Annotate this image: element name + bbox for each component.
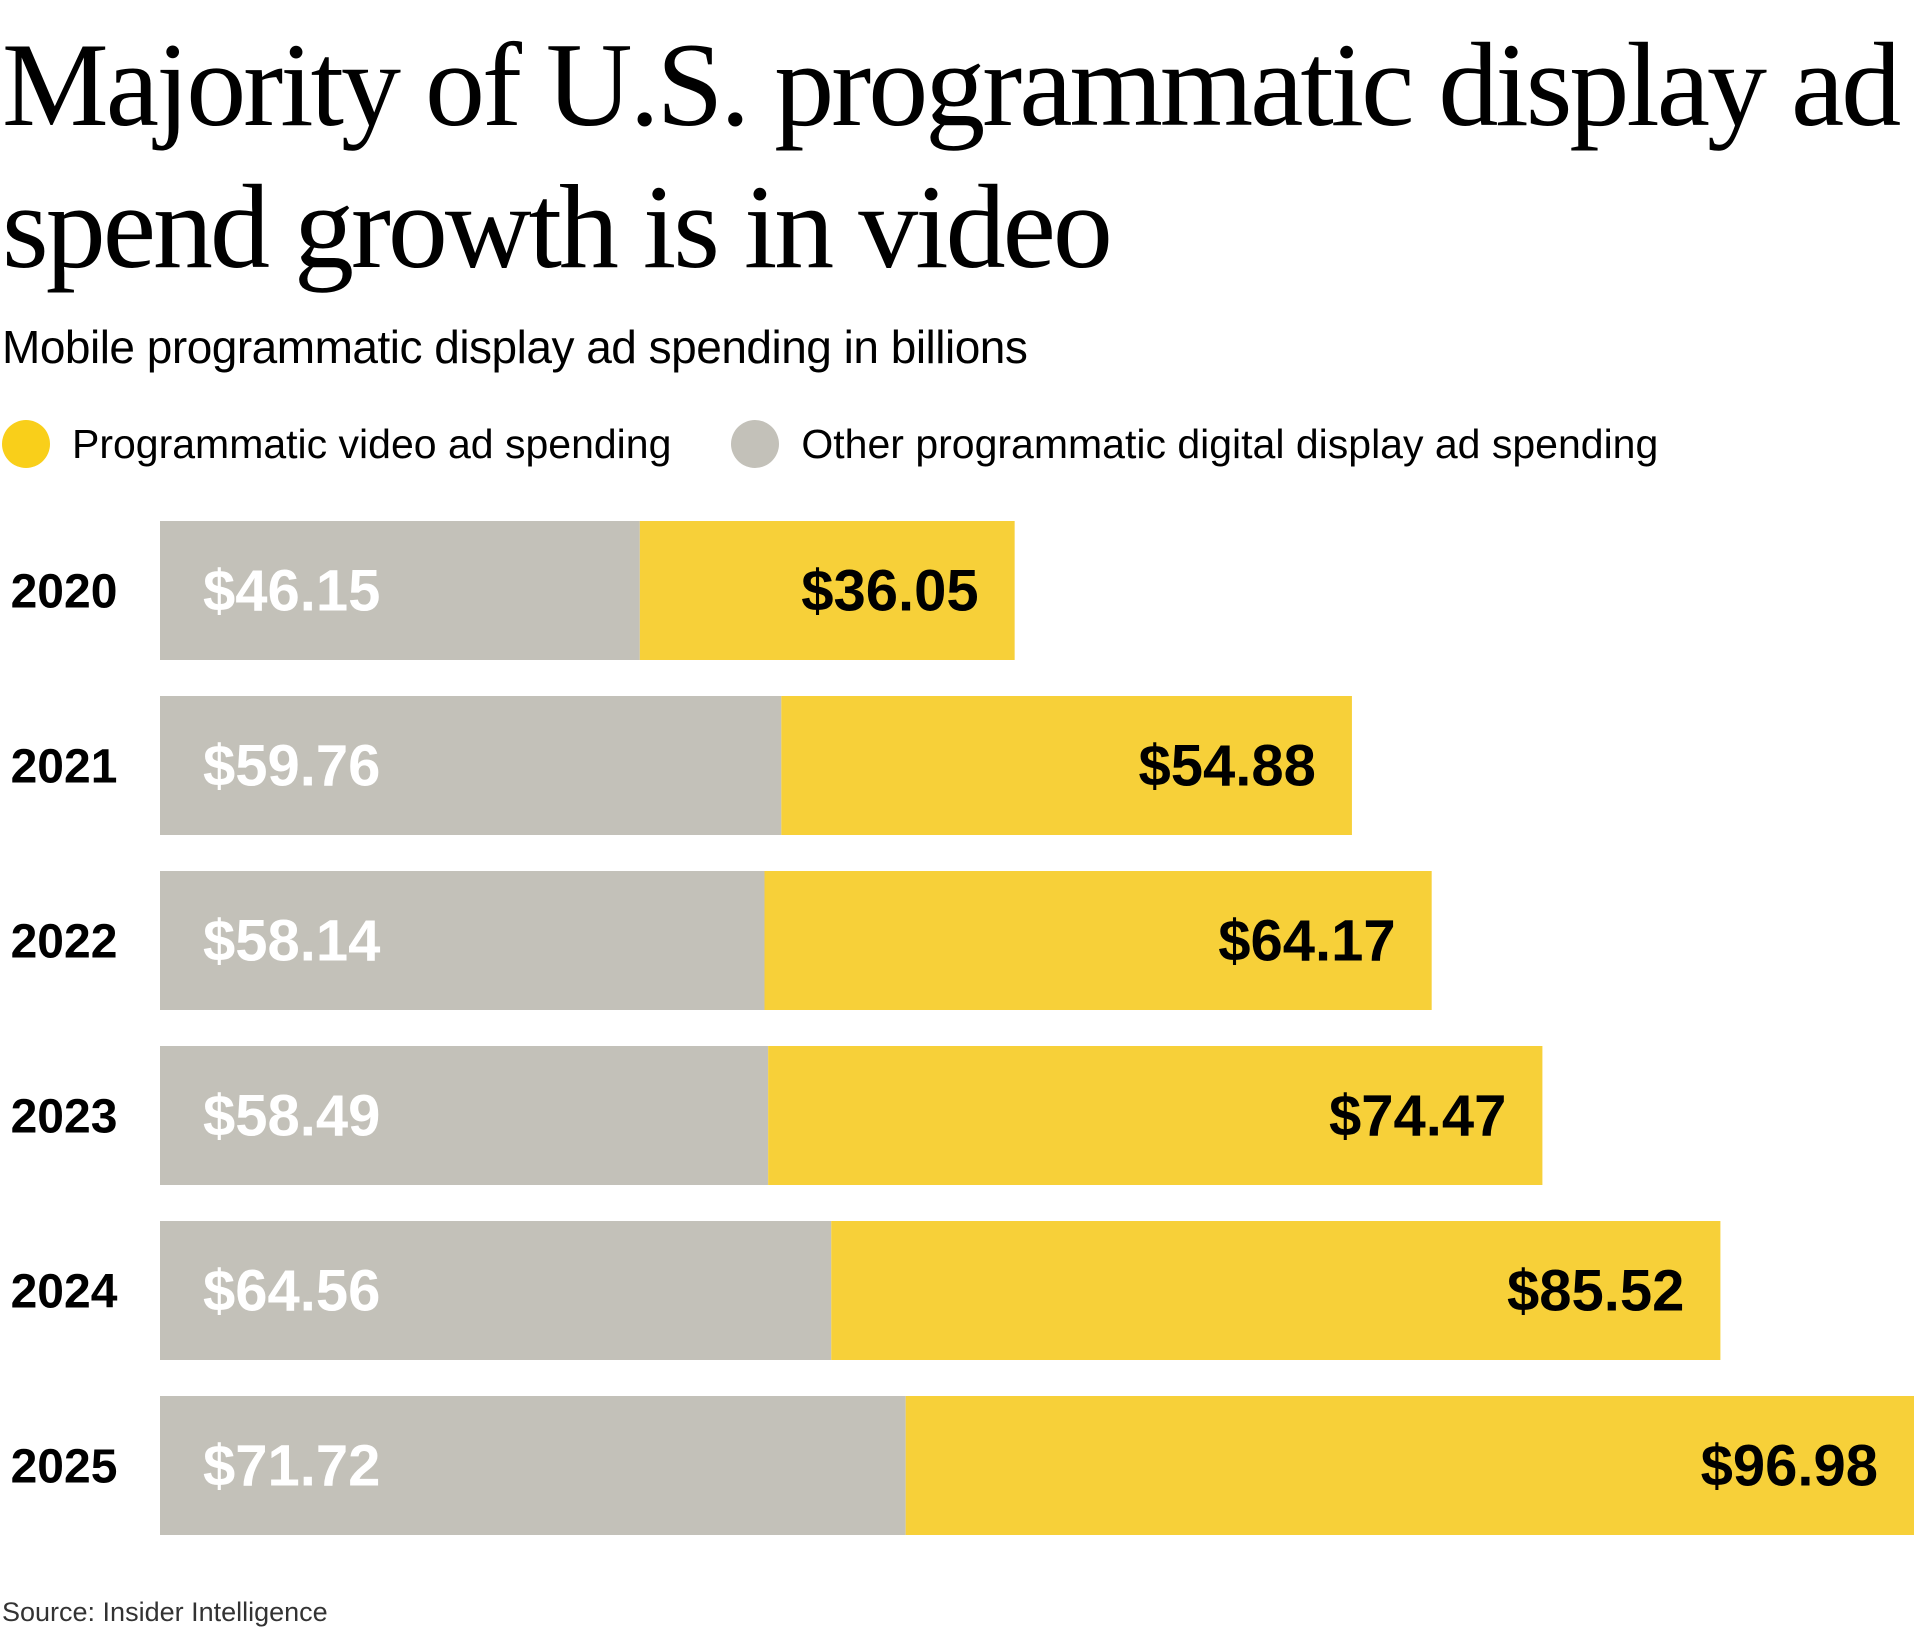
value-label-video: $64.17: [1218, 909, 1395, 974]
year-label: 2024: [11, 1266, 118, 1319]
bar-video: [905, 1396, 1914, 1535]
year-label: 2023: [11, 1091, 118, 1144]
legend-item-video: Programmatic video ad spending: [2, 420, 671, 468]
legend: Programmatic video ad spending Other pro…: [2, 420, 1718, 468]
bar-other: [160, 696, 782, 835]
legend-swatch-video: [2, 420, 50, 468]
bar-video: [639, 521, 1015, 660]
value-label-video: $85.52: [1507, 1259, 1684, 1324]
year-label: 2025: [11, 1441, 118, 1494]
year-label: 2022: [11, 916, 118, 969]
value-label-other: $58.49: [203, 1084, 380, 1149]
legend-label-other: Other programmatic digital display ad sp…: [801, 420, 1659, 467]
bar-other: [160, 871, 765, 1010]
value-label-video: $74.47: [1329, 1084, 1506, 1149]
source-note: Source: Insider Intelligence: [2, 1597, 328, 1627]
year-label: 2020: [11, 566, 118, 619]
chart-subtitle: Mobile programmatic display ad spending …: [2, 321, 1028, 373]
legend-swatch-other: [731, 420, 780, 468]
legend-item-other: Other programmatic digital display ad sp…: [731, 420, 1658, 468]
value-label-other: $46.15: [203, 559, 380, 624]
chart-title: Majority of U.S. programmatic display ad…: [2, 18, 1901, 293]
year-label: 2021: [11, 741, 118, 794]
bar-other: [160, 521, 640, 660]
value-label-other: $64.56: [203, 1259, 380, 1324]
bar-other: [160, 1221, 832, 1360]
bar-video: [768, 1046, 1543, 1185]
value-label-video: $54.88: [1139, 734, 1316, 799]
value-label-video: $96.98: [1701, 1434, 1878, 1499]
value-label-other: $71.72: [203, 1434, 380, 1499]
legend-label-video: Programmatic video ad spending: [72, 420, 672, 467]
value-label-other: $58.14: [203, 909, 380, 974]
bar-video: [831, 1221, 1721, 1360]
bar-other: [160, 1046, 769, 1185]
value-label-other: $59.76: [203, 734, 380, 799]
bar-video: [781, 696, 1352, 835]
bar-video: [764, 871, 1432, 1010]
value-label-video: $36.05: [801, 559, 978, 624]
bar-other: [160, 1396, 906, 1535]
